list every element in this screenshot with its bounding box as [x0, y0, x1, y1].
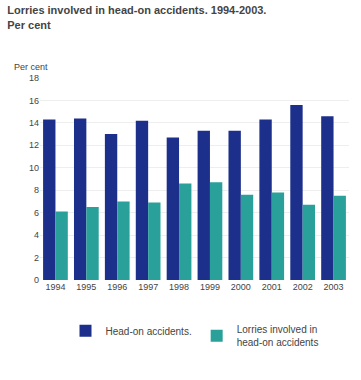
svg-text:2002: 2002 — [293, 282, 313, 292]
svg-text:10: 10 — [29, 163, 39, 173]
svg-text:Per cent: Per cent — [14, 62, 48, 72]
svg-text:1998: 1998 — [169, 282, 189, 292]
svg-text:14: 14 — [29, 118, 39, 128]
svg-text:1997: 1997 — [138, 282, 158, 292]
svg-text:4: 4 — [34, 230, 39, 240]
svg-text:Lorries involved inhead-on acc: Lorries involved inhead-on accidents — [237, 324, 319, 348]
svg-text:18: 18 — [29, 73, 39, 83]
svg-text:2: 2 — [34, 253, 39, 263]
svg-text:2003: 2003 — [324, 282, 344, 292]
svg-text:2000: 2000 — [231, 282, 251, 292]
svg-text:Head-on accidents.: Head-on accidents. — [106, 326, 192, 337]
svg-text:6: 6 — [34, 208, 39, 218]
svg-text:0: 0 — [34, 275, 39, 285]
svg-text:1994: 1994 — [45, 282, 65, 292]
svg-text:8: 8 — [34, 185, 39, 195]
svg-text:16: 16 — [29, 96, 39, 106]
svg-text:1999: 1999 — [200, 282, 220, 292]
svg-text:Lorries involved in head-on ac: Lorries involved in head-on accidents. 1… — [7, 4, 266, 30]
svg-text:12: 12 — [29, 140, 39, 150]
svg-text:1996: 1996 — [107, 282, 127, 292]
svg-text:1995: 1995 — [76, 282, 96, 292]
svg-text:2001: 2001 — [262, 282, 282, 292]
